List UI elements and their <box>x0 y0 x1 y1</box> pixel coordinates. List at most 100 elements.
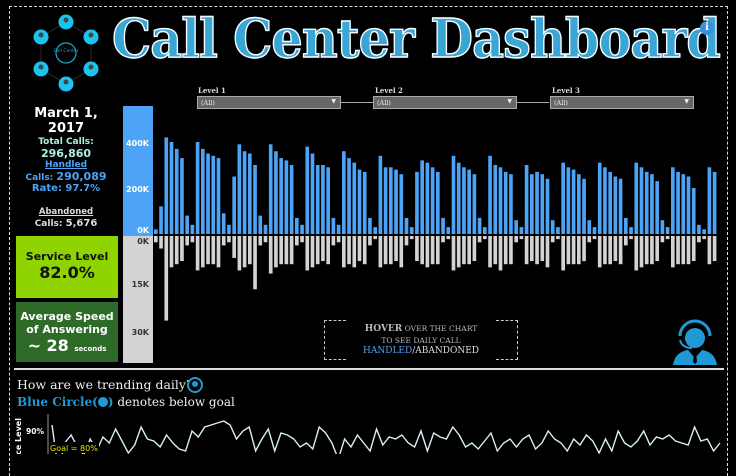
handled-bar[interactable] <box>347 158 351 234</box>
abandoned-bar[interactable] <box>436 236 440 265</box>
abandoned-bar[interactable] <box>425 236 430 268</box>
abandoned-bar[interactable] <box>399 236 404 268</box>
abandoned-bar[interactable] <box>232 236 236 258</box>
abandoned-bar[interactable] <box>430 236 435 265</box>
abandoned-bar[interactable] <box>373 236 377 240</box>
handled-bar[interactable] <box>404 217 409 234</box>
handled-bar[interactable] <box>362 171 367 234</box>
abandoned-bar[interactable] <box>253 236 257 290</box>
abandoned-bar[interactable] <box>237 236 242 271</box>
handled-bar[interactable] <box>315 165 320 234</box>
abandoned-bar[interactable] <box>571 236 576 265</box>
handled-bar[interactable] <box>326 167 330 234</box>
handled-bar[interactable] <box>383 167 388 234</box>
handled-bar[interactable] <box>274 151 278 234</box>
handled-bar[interactable] <box>613 176 618 235</box>
filter-level-2-select[interactable]: (All) ▼ <box>373 96 517 109</box>
abandoned-bar[interactable] <box>289 236 294 265</box>
abandoned-bar[interactable] <box>483 236 487 240</box>
handled-bar[interactable] <box>587 220 592 234</box>
handled-bar[interactable] <box>394 169 398 234</box>
handled-bar[interactable] <box>472 174 477 234</box>
handled-bar[interactable] <box>378 155 383 234</box>
service-level-trend-chart[interactable]: Service Level 90% Goal = 80% <box>0 410 736 454</box>
handled-bar[interactable] <box>268 144 273 234</box>
abandoned-bar[interactable] <box>488 236 492 268</box>
handled-bar[interactable] <box>248 153 252 235</box>
abandoned-bar[interactable] <box>284 236 289 265</box>
handled-bar[interactable] <box>211 155 216 234</box>
abandoned-bar[interactable] <box>665 236 670 240</box>
handled-bar[interactable] <box>232 176 236 235</box>
abandoned-bar[interactable] <box>274 236 278 268</box>
handled-bar[interactable] <box>357 169 362 234</box>
abandoned-bar[interactable] <box>268 236 273 274</box>
handled-bar[interactable] <box>535 171 539 234</box>
handled-bar[interactable] <box>629 227 633 234</box>
handled-bar[interactable] <box>368 217 372 234</box>
abandoned-bar[interactable] <box>441 236 445 243</box>
handled-bar[interactable] <box>488 155 492 234</box>
abandoned-bar[interactable] <box>446 236 451 240</box>
handled-bar[interactable] <box>201 148 205 234</box>
handled-bar[interactable] <box>676 171 680 234</box>
handled-bar[interactable] <box>169 142 174 234</box>
handled-bar[interactable] <box>603 167 607 234</box>
filter-level-1-select[interactable]: (All) ▼ <box>197 96 341 109</box>
handled-bar[interactable] <box>436 171 440 234</box>
abandoned-bar[interactable] <box>263 236 268 243</box>
handled-bar[interactable] <box>556 227 560 234</box>
abandoned-bar[interactable] <box>566 236 571 265</box>
abandoned-bar[interactable] <box>206 236 210 265</box>
handled-bar[interactable] <box>545 178 550 234</box>
abandoned-bar[interactable] <box>164 236 169 321</box>
abandoned-bar[interactable] <box>310 236 315 268</box>
abandoned-bar[interactable] <box>336 236 341 243</box>
abandoned-bar[interactable] <box>702 236 706 240</box>
abandoned-bar[interactable] <box>509 236 513 265</box>
abandoned-bar[interactable] <box>503 236 508 265</box>
handled-bar[interactable] <box>483 227 487 234</box>
handled-bar[interactable] <box>550 220 555 234</box>
handled-bar[interactable] <box>456 162 461 234</box>
handled-bar[interactable] <box>467 169 471 234</box>
abandoned-bar[interactable] <box>159 236 163 249</box>
abandoned-bar[interactable] <box>530 236 534 262</box>
abandoned-bar[interactable] <box>629 236 633 240</box>
abandoned-bar[interactable] <box>519 236 524 240</box>
abandoned-bar[interactable] <box>467 236 471 265</box>
handled-bar[interactable] <box>352 162 357 234</box>
abandoned-bar[interactable] <box>624 236 628 246</box>
handled-bar[interactable] <box>253 165 257 234</box>
abandoned-bar[interactable] <box>608 236 612 265</box>
filter-level-3-select[interactable]: (All) ▼ <box>550 96 694 109</box>
handled-bar[interactable] <box>174 148 179 234</box>
handled-bar[interactable] <box>639 167 644 234</box>
handled-bar[interactable] <box>566 167 571 234</box>
abandoned-bar[interactable] <box>681 236 686 265</box>
handled-bar[interactable] <box>300 224 304 234</box>
handled-bar[interactable] <box>399 174 404 234</box>
abandoned-bar[interactable] <box>248 236 252 265</box>
abandoned-bar[interactable] <box>514 236 518 243</box>
handled-bar[interactable] <box>430 167 435 234</box>
abandoned-bar[interactable] <box>650 236 654 265</box>
abandoned-bar[interactable] <box>415 236 419 262</box>
abandoned-bar[interactable] <box>524 236 529 265</box>
abandoned-bar[interactable] <box>582 236 586 262</box>
abandoned-bar[interactable] <box>326 236 330 265</box>
abandoned-bar[interactable] <box>185 236 189 246</box>
handled-bar[interactable] <box>665 227 670 234</box>
abandoned-bar[interactable] <box>315 236 320 265</box>
handled-bar[interactable] <box>159 206 163 234</box>
handled-bar[interactable] <box>498 167 503 234</box>
abandoned-bar[interactable] <box>201 236 205 268</box>
handled-bar[interactable] <box>263 224 268 234</box>
handled-bar[interactable] <box>655 181 659 234</box>
handled-bar[interactable] <box>389 167 393 234</box>
handled-bar[interactable] <box>279 158 283 234</box>
daily-calls-chart[interactable]: 400K 200K 0K 0K 15K 30K <box>0 0 736 370</box>
handled-bar[interactable] <box>691 188 696 234</box>
abandoned-bar[interactable] <box>472 236 477 262</box>
abandoned-bar[interactable] <box>712 236 717 262</box>
